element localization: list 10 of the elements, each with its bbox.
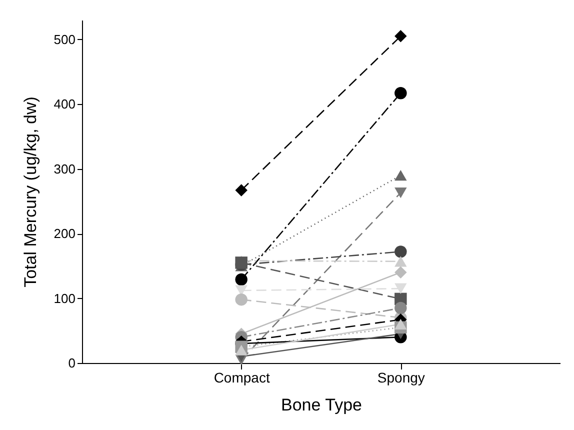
y-axis-title: Total Mercury (ug/kg, dw) bbox=[20, 96, 40, 288]
y-tick-label: 200 bbox=[54, 226, 76, 242]
y-tick-label: 100 bbox=[54, 290, 76, 306]
y-tick-label: 0 bbox=[68, 356, 76, 370]
x-tick-label: Spongy bbox=[377, 370, 425, 386]
y-tick-label: 400 bbox=[54, 96, 76, 112]
y-tick-label: 500 bbox=[54, 32, 76, 47]
x-tick-label: Compact bbox=[214, 370, 270, 386]
y-tick-label: 300 bbox=[54, 161, 76, 176]
x-axis-title: Bone Type bbox=[281, 396, 362, 414]
